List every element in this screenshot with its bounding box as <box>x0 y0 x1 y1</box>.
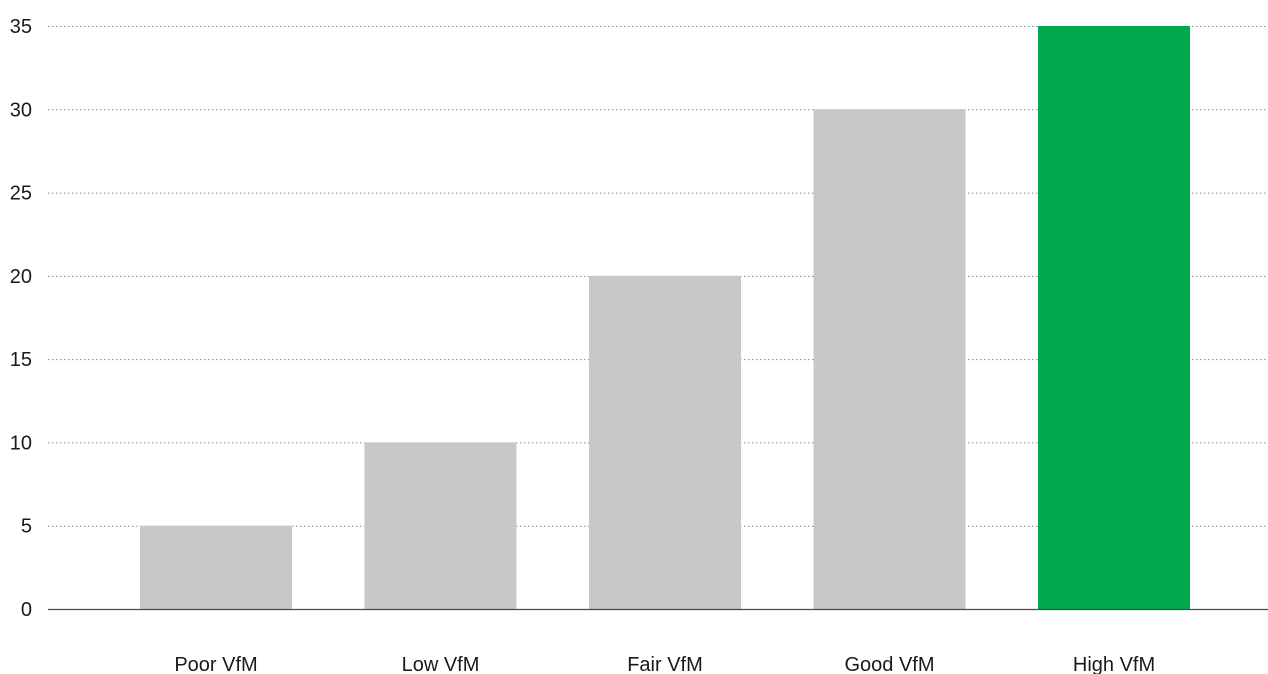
bars <box>140 26 1190 610</box>
x-category-label: High VfM <box>1073 654 1155 674</box>
y-axis-tick-labels: 0 5 10 15 20 25 30 35 <box>10 16 32 621</box>
x-category-label: Fair VfM <box>627 654 703 674</box>
bar-poor-vfm <box>140 525 292 609</box>
x-category-label: Low VfM <box>402 654 480 674</box>
y-tick-label: 5 <box>21 516 32 538</box>
bar-good-vfm <box>813 109 966 610</box>
y-tick-label: 15 <box>10 349 32 371</box>
x-category-label: Good VfM <box>844 654 934 674</box>
y-tick-label: 30 <box>10 99 32 121</box>
x-category-label: Poor VfM <box>174 654 257 674</box>
y-tick-label: 25 <box>10 183 32 205</box>
bar-high-vfm <box>1038 26 1190 609</box>
y-tick-label: 20 <box>10 266 32 288</box>
bar-low-vfm <box>364 442 517 609</box>
y-tick-label: 10 <box>10 432 32 454</box>
x-axis-category-labels: Poor VfM Low VfM Fair VfM Good VfM High VfM <box>174 654 1155 674</box>
bar-fair-vfm <box>589 275 741 609</box>
y-tick-label: 35 <box>10 16 32 38</box>
y-tick-label: 0 <box>21 599 32 621</box>
